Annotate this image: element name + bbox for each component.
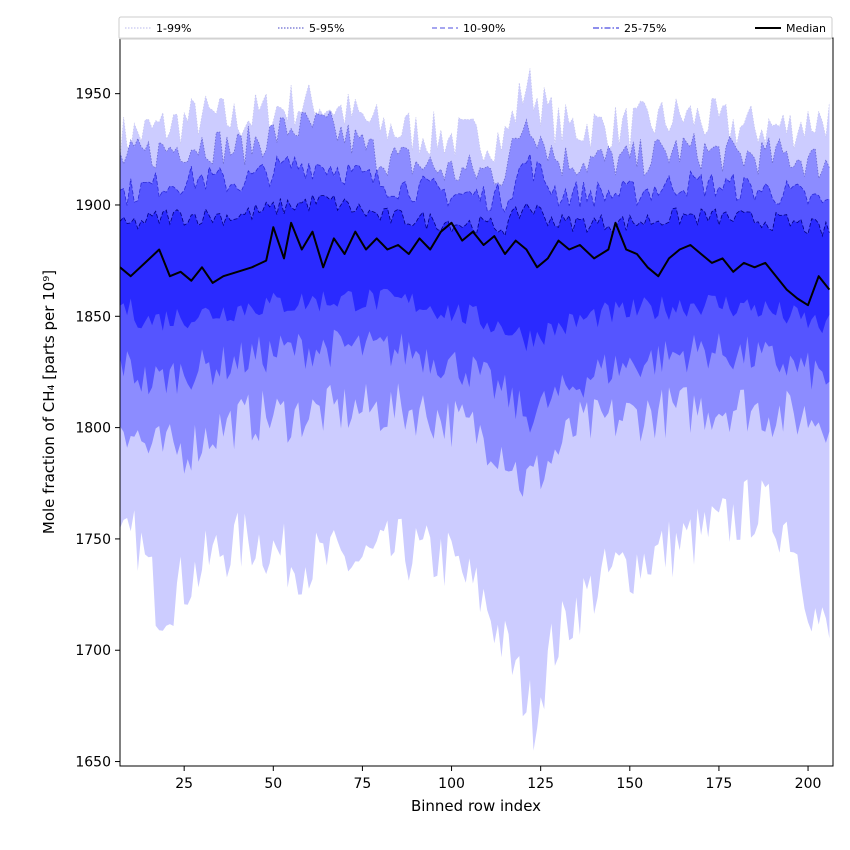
y-tick-label: 1750 [75, 532, 111, 548]
y-axis: 1650 1700 1750 1800 1850 1900 1950 [75, 87, 120, 771]
y-tick-label: 1850 [75, 309, 111, 325]
band-25-75% [120, 195, 830, 352]
x-tick-label: 125 [527, 776, 554, 792]
series-Median [120, 221, 831, 307]
x-tick-label: 200 [795, 776, 822, 792]
y-tick-label: 1900 [75, 198, 111, 214]
y-tick-label: 1950 [75, 87, 111, 103]
x-tick-label: 100 [438, 776, 465, 792]
y-axis-label: Mole fraction of CH₄ [parts per 10⁹] [40, 270, 58, 534]
band-25-75%-upper-line [120, 193, 830, 238]
x-axis: 25 50 75 100 125 150 175 200 [175, 766, 821, 792]
legend-box [118, 16, 833, 40]
band-10-90%-upper-line [120, 152, 830, 214]
legend-label: 10-90% [463, 22, 505, 35]
x-tick-label: 25 [175, 776, 193, 792]
percentile-bands [120, 68, 830, 751]
x-axis-label: Binned row index [411, 797, 541, 815]
y-tick-label: 1700 [75, 643, 111, 659]
x-tick-label: 50 [264, 776, 282, 792]
x-tick-label: 75 [354, 776, 372, 792]
y-tick-label: 1800 [75, 421, 111, 437]
median-series [120, 221, 831, 307]
band-1-99%-upper-line [120, 68, 830, 164]
band-5-95%-upper-line [120, 109, 830, 187]
legend: 1-99% 5-95% 10-90% 25-75% Median [118, 16, 833, 40]
legend-label: 25-75% [624, 22, 666, 35]
legend-label: 5-95% [309, 22, 344, 35]
x-tick-label: 150 [616, 776, 643, 792]
legend-label: 1-99% [156, 22, 191, 35]
y-tick-label: 1650 [75, 755, 111, 771]
x-tick-label: 175 [706, 776, 733, 792]
legend-label: Median [786, 22, 826, 35]
